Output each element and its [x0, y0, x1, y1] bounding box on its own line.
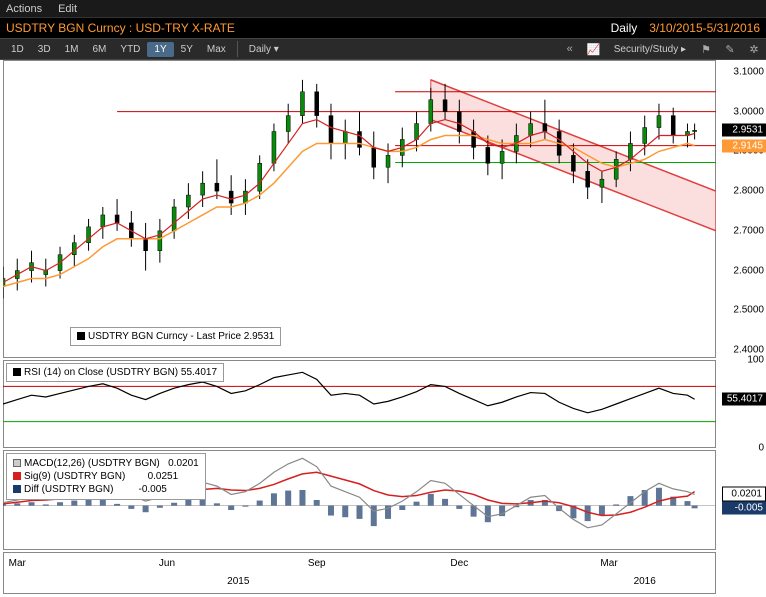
interval-label: Daily	[611, 21, 638, 35]
menu-bar: Actions Edit	[0, 0, 766, 18]
date-range: 3/10/2015-5/31/2016	[649, 21, 760, 35]
menu-actions[interactable]: Actions	[6, 3, 42, 15]
security-study-button[interactable]: Security/Study ▸	[610, 44, 690, 55]
macd-legend: MACD(12,26) (USDTRY BGN) 0.0201 Sig(9) (…	[6, 453, 206, 500]
timeframe-3d[interactable]: 3D	[31, 42, 58, 57]
timeframe-1m[interactable]: 1M	[58, 42, 86, 57]
timeframe-group: 1D3D1M6MYTD1Y5YMax	[4, 43, 233, 55]
timeframe-5y[interactable]: 5Y	[174, 42, 200, 57]
menu-edit[interactable]: Edit	[58, 3, 77, 15]
chart-title: USDTRY BGN Curncy : USD-TRY X-RATE	[6, 21, 235, 35]
flag-icon[interactable]: ⚑	[698, 42, 714, 56]
timeframe-1y[interactable]: 1Y	[147, 42, 173, 57]
chart-area: 2.40002.50002.60002.70002.80002.90003.00…	[0, 60, 766, 597]
timeframe-max[interactable]: Max	[200, 42, 233, 57]
rsi-yaxis: 010055.4017	[718, 360, 766, 448]
price-yaxis: 2.40002.50002.60002.70002.80002.90003.00…	[718, 60, 766, 358]
timeframe-1d[interactable]: 1D	[4, 42, 31, 57]
edit-icon[interactable]: ✎	[722, 42, 738, 56]
nav-left-icon[interactable]: «	[562, 42, 578, 56]
macd-yaxis: 0.0201-0.005	[718, 450, 766, 550]
price-legend: USDTRY BGN Curncy - Last Price 2.9531	[70, 327, 281, 346]
interval-dropdown[interactable]: Daily ▾	[242, 42, 286, 57]
rsi-panel[interactable]: 010055.4017 RSI (14) on Close (USDTRY BG…	[0, 360, 766, 448]
timeframe-6m[interactable]: 6M	[86, 42, 114, 57]
price-panel[interactable]: 2.40002.50002.60002.70002.80002.90003.00…	[0, 60, 766, 358]
line-chart-icon[interactable]: 📈	[586, 42, 602, 56]
toolbar: 1D3D1M6MYTD1Y5YMax Daily ▾ « 📈 Security/…	[0, 38, 766, 60]
gear-icon[interactable]: ✲	[746, 42, 762, 56]
rsi-legend: RSI (14) on Close (USDTRY BGN) 55.4017	[6, 363, 224, 382]
x-axis: MarJunSepDecMar20152016	[0, 552, 766, 597]
price-chart-svg	[3, 60, 716, 358]
macd-panel[interactable]: 0.0201-0.005 MACD(12,26) (USDTRY BGN) 0.…	[0, 450, 766, 550]
title-bar: USDTRY BGN Curncy : USD-TRY X-RATE Daily…	[0, 18, 766, 38]
timeframe-ytd[interactable]: YTD	[113, 42, 147, 57]
